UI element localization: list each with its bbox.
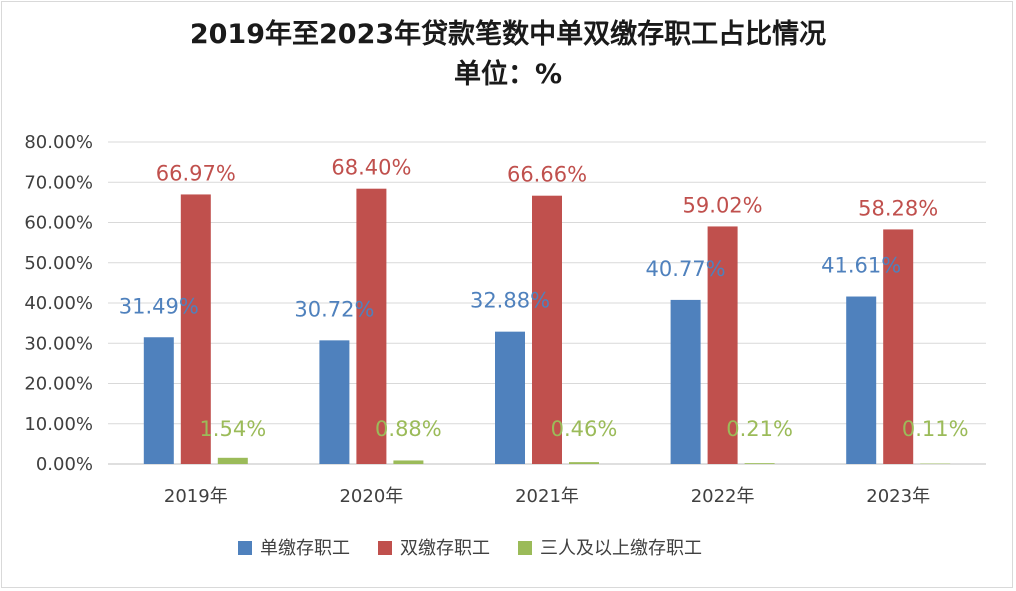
y-tick-label: 20.00% bbox=[24, 374, 93, 395]
bar bbox=[495, 331, 525, 464]
data-label: 0.46% bbox=[551, 417, 618, 441]
bar bbox=[143, 337, 174, 464]
data-label: 58.28% bbox=[858, 196, 938, 220]
bar bbox=[569, 462, 599, 464]
bar bbox=[393, 460, 424, 464]
chart-subtitle: 单位：% bbox=[453, 59, 563, 90]
bars bbox=[143, 188, 951, 465]
data-label: 0.88% bbox=[375, 417, 442, 441]
bar bbox=[744, 463, 775, 464]
legend-swatch bbox=[518, 541, 532, 555]
y-tick-label: 80.00% bbox=[24, 132, 93, 153]
data-labels: 31.49% 66.97% 1.54% 30.72% 68.40% 0.88% 32.88%… bbox=[119, 156, 969, 441]
bar bbox=[883, 229, 914, 464]
y-axis: 0.00% 10.00% 20.00% 30.00% 40.00% 50.00% 60.00… bbox=[24, 132, 93, 475]
x-tick-label: 2021年 bbox=[515, 486, 579, 507]
data-label: 41.61% bbox=[821, 254, 901, 278]
legend: 单缴存职工 双缴存职工 三人及以上缴存职工 bbox=[238, 538, 702, 559]
x-tick-label: 2022年 bbox=[691, 486, 755, 507]
x-tick-label: 2023年 bbox=[866, 486, 930, 507]
y-tick-label: 60.00% bbox=[24, 213, 93, 234]
y-tick-label: 0.00% bbox=[36, 454, 93, 475]
x-axis: 2019年 2020年 2021年 2022年 2023年 bbox=[164, 486, 930, 507]
data-label: 0.11% bbox=[902, 417, 969, 441]
data-label: 1.54% bbox=[199, 417, 266, 441]
legend-swatch bbox=[378, 541, 392, 555]
y-tick-label: 70.00% bbox=[24, 172, 93, 193]
data-label: 32.88% bbox=[470, 289, 550, 313]
legend-label: 双缴存职工 bbox=[400, 538, 490, 559]
bar bbox=[846, 296, 877, 464]
x-tick-label: 2019年 bbox=[164, 486, 228, 507]
y-tick-label: 30.00% bbox=[24, 333, 93, 354]
data-label: 40.77% bbox=[646, 257, 726, 281]
legend-label: 三人及以上缴存职工 bbox=[540, 538, 702, 559]
legend-label: 单缴存职工 bbox=[260, 538, 350, 559]
data-label: 0.21% bbox=[726, 417, 793, 441]
bar bbox=[707, 226, 738, 464]
data-label: 66.97% bbox=[156, 161, 236, 185]
bar bbox=[180, 194, 211, 465]
bar bbox=[532, 195, 562, 465]
data-label: 31.49% bbox=[119, 294, 199, 318]
data-label: 30.72% bbox=[294, 297, 374, 321]
data-label: 66.66% bbox=[507, 163, 587, 187]
bar bbox=[319, 340, 350, 464]
bar bbox=[217, 457, 248, 464]
y-tick-label: 50.00% bbox=[24, 253, 93, 274]
bar bbox=[356, 188, 387, 464]
data-label: 68.40% bbox=[331, 156, 411, 180]
y-tick-label: 40.00% bbox=[24, 293, 93, 314]
legend-swatch bbox=[238, 541, 252, 555]
y-tick-label: 10.00% bbox=[24, 414, 93, 435]
chart-title: 2019年至2023年贷款笔数中单双缴存职工占比情况 bbox=[189, 19, 827, 50]
bar bbox=[670, 299, 701, 464]
x-tick-label: 2020年 bbox=[339, 486, 403, 507]
data-label: 59.02% bbox=[683, 193, 763, 217]
